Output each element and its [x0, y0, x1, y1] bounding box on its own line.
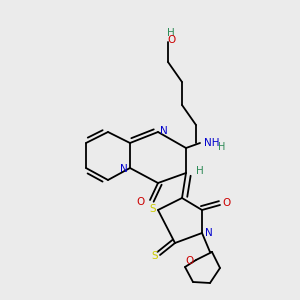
Text: O: O [222, 198, 230, 208]
Text: H: H [196, 166, 204, 176]
Text: O: O [137, 197, 145, 207]
Text: H: H [167, 28, 175, 38]
Text: S: S [152, 251, 158, 261]
Text: N: N [120, 164, 128, 174]
Text: O: O [167, 35, 175, 45]
Text: H: H [218, 142, 225, 152]
Text: S: S [149, 204, 156, 214]
Text: N: N [205, 228, 213, 238]
Text: O: O [186, 256, 194, 266]
Text: N: N [160, 126, 168, 136]
Text: NH: NH [204, 138, 220, 148]
